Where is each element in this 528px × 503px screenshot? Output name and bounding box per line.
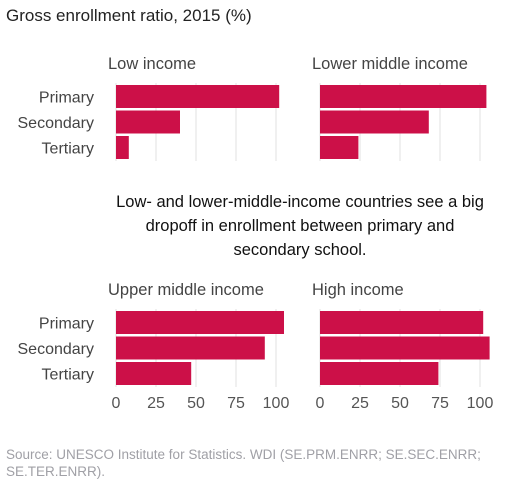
bar [116,311,284,334]
bar [116,136,129,159]
bar [116,362,192,385]
x-tick-label: 100 [263,395,290,412]
category-label: Primary [39,90,94,107]
bar [320,336,490,360]
panel-title: Lower middle income [312,55,468,73]
bar [320,136,359,159]
small-multiples-bar-chart: Low income Primary Secondary Tertiary Lower … [18,55,494,412]
x-tick-label: 50 [391,395,409,412]
bar [116,85,280,108]
bar [320,110,429,134]
category-label: Secondary [18,341,95,358]
x-tick-label: 0 [316,395,325,412]
x-tick-label: 100 [467,395,494,412]
bar [320,85,487,108]
x-tick-label: 0 [112,395,121,412]
source-note: Source: UNESCO Institute for Statistics.… [6,447,481,479]
category-label: Tertiary [42,367,94,384]
panel-title: Upper middle income [108,281,264,299]
x-tick-label: 75 [227,395,245,412]
bar [320,362,439,385]
category-label: Tertiary [42,141,94,158]
category-label: Secondary [18,115,95,132]
x-tick-label: 25 [147,395,165,412]
chart-title: Gross enrollment ratio, 2015 (%) [6,6,252,25]
x-tick-label: 25 [351,395,369,412]
bar [116,110,180,134]
bar [116,336,265,360]
panel-title: Low income [108,55,196,73]
bar [320,311,484,334]
category-label: Primary [39,316,94,333]
x-tick-label: 75 [431,395,449,412]
x-tick-label: 50 [187,395,205,412]
panel-title: High income [312,281,404,299]
chart-annotation: Low- and lower-middle-income countries s… [116,193,484,259]
